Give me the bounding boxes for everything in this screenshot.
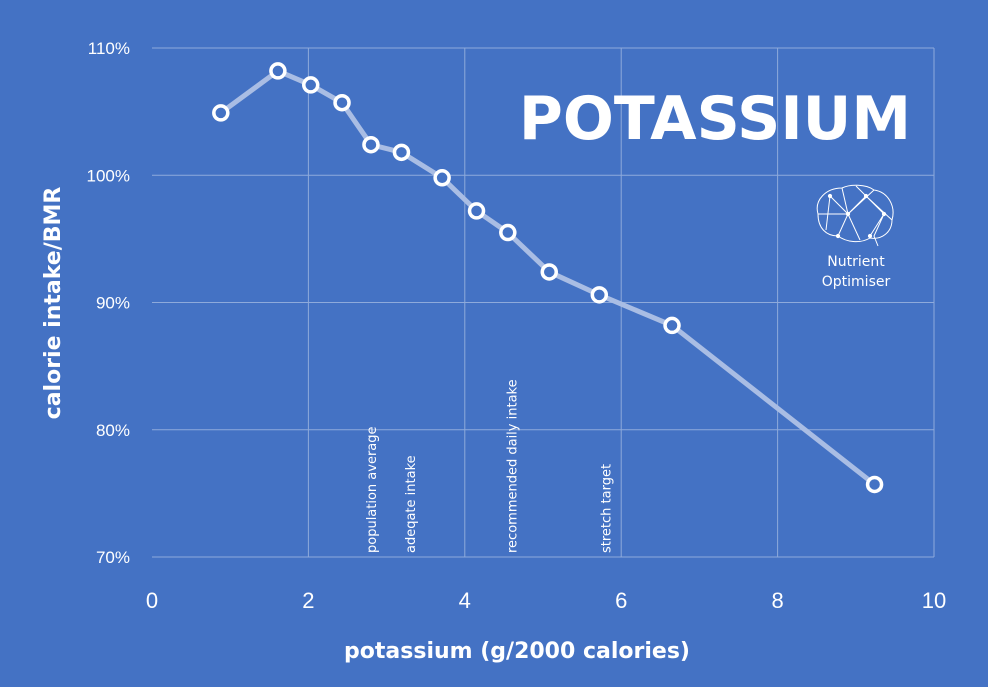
x-axis-title: potassium (g/2000 calories) xyxy=(344,639,690,664)
data-point xyxy=(212,104,230,122)
y-tick-label: 70% xyxy=(96,548,130,567)
y-axis-ticks: 70% 80% 90% 100% 110% xyxy=(87,39,130,567)
data-point xyxy=(865,475,884,494)
data-point xyxy=(540,263,559,281)
data-point xyxy=(467,202,486,220)
data-point xyxy=(499,223,517,242)
y-tick-label: 90% xyxy=(96,294,130,313)
y-tick-label: 110% xyxy=(88,39,130,58)
data-point xyxy=(433,169,451,187)
chart-title: POTASSIUM xyxy=(519,84,911,154)
logo-text-line1: Nutrient xyxy=(827,254,885,270)
x-tick-label: 8 xyxy=(771,588,783,613)
y-axis-title: calorie intake/BMR xyxy=(41,187,66,420)
x-tick-label: 2 xyxy=(302,588,314,613)
x-tick-label: 0 xyxy=(146,588,158,613)
annotation-label: population average xyxy=(365,426,380,553)
data-point xyxy=(333,93,351,112)
annotation-label: recommended daily intake xyxy=(506,379,521,553)
data-point xyxy=(269,62,287,80)
brain-icon xyxy=(816,184,894,247)
x-axis-ticks: 0 2 4 6 8 10 xyxy=(146,588,946,613)
data-point xyxy=(362,135,380,154)
annotations: population average adeqate intake recommen… xyxy=(365,379,615,553)
logo: Nutrient Optimiser xyxy=(816,184,894,290)
data-point xyxy=(590,286,609,304)
x-tick-label: 10 xyxy=(922,588,946,613)
data-point xyxy=(663,316,681,335)
data-point xyxy=(392,143,411,162)
annotation-label: stretch target xyxy=(600,464,615,553)
data-point xyxy=(301,76,320,94)
grid xyxy=(152,47,935,558)
y-tick-label: 80% xyxy=(96,421,130,440)
y-tick-label: 100% xyxy=(87,166,130,185)
x-tick-label: 6 xyxy=(615,588,627,613)
logo-text-line2: Optimiser xyxy=(822,274,891,290)
annotation-label: adeqate intake xyxy=(404,455,419,553)
data-series xyxy=(212,62,884,494)
x-tick-label: 4 xyxy=(459,588,471,613)
